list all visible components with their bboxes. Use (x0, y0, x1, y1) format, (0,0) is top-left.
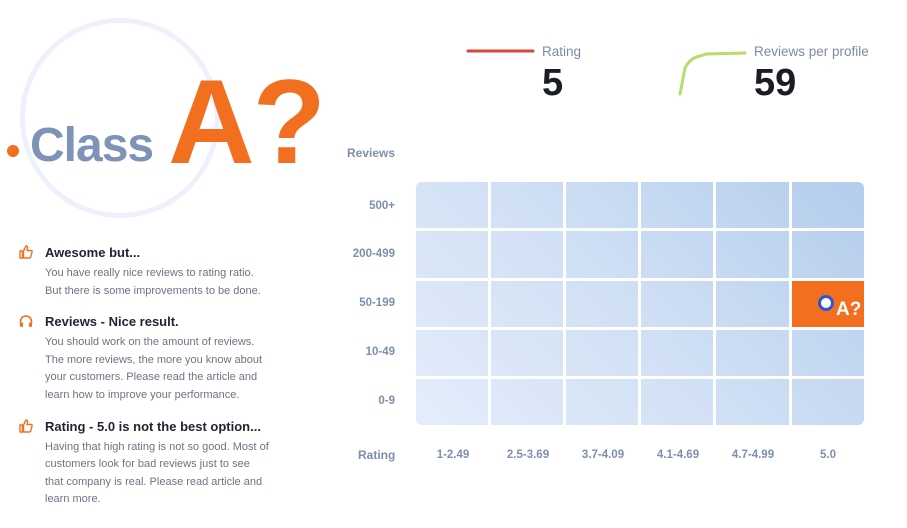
note-line: learn more. (45, 493, 101, 506)
bullet-dot (7, 145, 19, 157)
rating-reviews-matrix (416, 182, 864, 425)
thumbs-up-icon (19, 418, 33, 433)
highlight-label: A? (836, 299, 862, 320)
reviews-per-profile-value: 59 (754, 62, 797, 104)
reviews-legend-line (678, 51, 747, 96)
rating-value: 5 (542, 62, 564, 104)
grid-line (416, 327, 864, 330)
note-title: Reviews - Nice result. (45, 314, 179, 330)
note-line: Having that high rating is not so good. … (45, 440, 269, 453)
col-label-4.1-4.69: 4.1-4.69 (656, 449, 700, 461)
grid-line (789, 182, 792, 425)
class-grade: A? (168, 55, 326, 189)
class-label: Class (30, 119, 154, 172)
note-line: You should work on the amount of reviews… (45, 336, 255, 349)
reviews-legend-label: Reviews per profile (754, 44, 869, 59)
note-text: Having that high rating is not so good. … (45, 439, 318, 509)
grid-line (713, 182, 716, 425)
col-label-5.0: 5.0 (820, 449, 836, 461)
grid-line (488, 182, 491, 425)
grid-line (563, 182, 566, 425)
position-marker-icon (818, 295, 834, 311)
row-label-200-499: 200-499 (352, 248, 395, 260)
note-line: The more reviews, the more you know abou… (45, 353, 263, 366)
grid-line (416, 228, 864, 231)
row-label-10-49: 10-49 (365, 346, 395, 358)
row-label-500plus: 500+ (369, 200, 395, 212)
thumbs-up-icon (19, 245, 33, 259)
note-line: your customers. Please read the article … (45, 371, 258, 384)
note-line: learn how to improve your performance. (45, 388, 240, 401)
note-text: You have really nice reviews to rating r… (45, 265, 318, 300)
note-line: customers look for bad reviews just to s… (45, 458, 250, 471)
rating-legend-label: Rating (542, 44, 582, 59)
note-awesome: Awesome but... You have really nice revi… (18, 244, 318, 300)
note-title: Awesome but... (45, 245, 141, 260)
col-label-1-2.49: 1-2.49 (436, 449, 470, 461)
col-label-3.7-4.09: 3.7-4.09 (581, 449, 625, 461)
rating-axis-title: Rating (358, 448, 396, 462)
row-label-50-199: 50-199 (359, 297, 395, 309)
rating-legend-line (466, 49, 535, 53)
insight-list: Awesome but... You have really nice revi… (18, 244, 318, 509)
decorative-ring (20, 18, 220, 218)
col-label-2.5-3.69: 2.5-3.69 (506, 449, 550, 461)
headphones-icon (19, 315, 33, 328)
note-reviews: Reviews - Nice result. You should work o… (18, 313, 318, 404)
row-label-0-9: 0-9 (378, 395, 395, 407)
note-title: Rating - 5.0 is not the best option... (45, 418, 261, 434)
grid-line (638, 182, 641, 425)
col-label-4.7-4.99: 4.7-4.99 (731, 449, 775, 461)
grid-line (416, 278, 864, 281)
note-rating: Rating - 5.0 is not the best option... H… (18, 418, 318, 509)
note-line: But there is some improvements to be don… (45, 284, 261, 297)
note-line: You have really nice reviews to rating r… (45, 267, 254, 279)
reviews-axis-title: Reviews (347, 146, 396, 160)
note-text: You should work on the amount of reviews… (45, 334, 318, 404)
note-line: that company is real. Please read articl… (45, 475, 263, 488)
grid-line (416, 376, 864, 379)
